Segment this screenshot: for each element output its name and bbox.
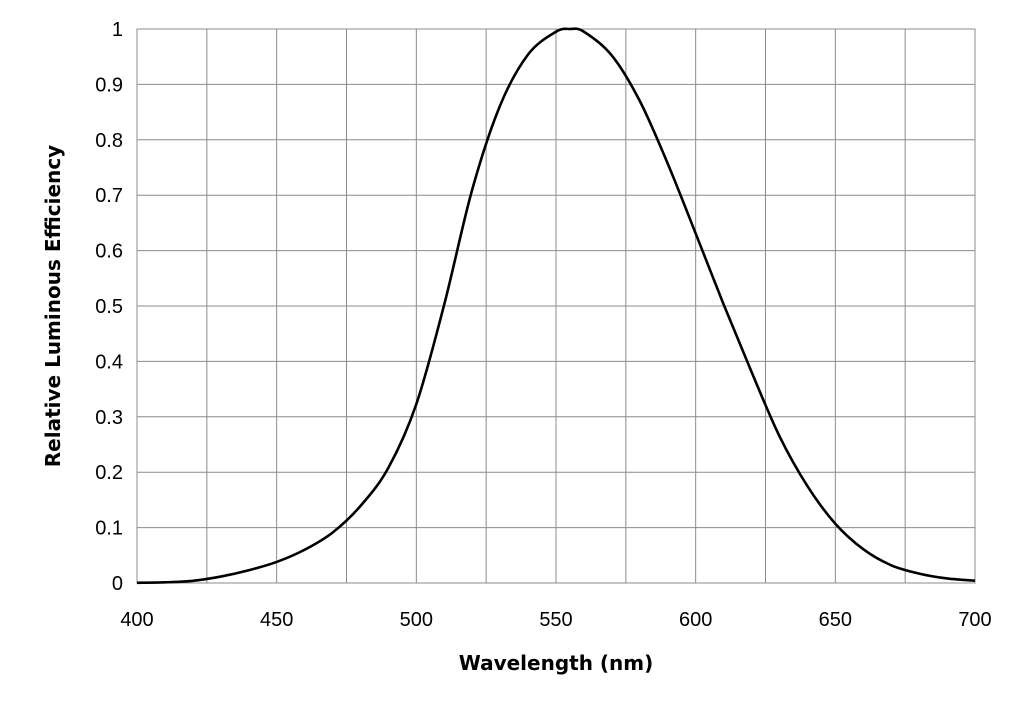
x-axis-title: Wavelength (nm) (459, 651, 654, 675)
y-axis-title: Relative Luminous Efficiency (41, 145, 65, 467)
y-tick-label: 0.9 (95, 74, 123, 96)
y-tick-label: 0.7 (95, 185, 123, 207)
x-tick-label: 700 (958, 609, 991, 631)
x-tick-label: 500 (400, 609, 433, 631)
plot-border (136, 28, 976, 584)
y-tick-label: 0.5 (95, 296, 123, 318)
x-tick-label: 550 (539, 609, 572, 631)
y-tick-labels: 0 0.1 0.2 0.3 0.4 0.5 0.6 0.7 0.8 0.9 1 (95, 19, 123, 595)
x-tick-label: 600 (679, 609, 712, 631)
x-tick-label: 450 (260, 609, 293, 631)
x-tick-label: 650 (819, 609, 852, 631)
y-tick-label: 0.1 (95, 518, 123, 540)
y-tick-label: 0.4 (95, 351, 123, 373)
y-tick-label: 0.6 (95, 241, 123, 263)
y-tick-label: 0.2 (95, 462, 123, 484)
y-tick-label: 0.3 (95, 407, 123, 429)
x-tick-labels: 400 450 500 550 600 650 700 (120, 609, 991, 631)
x-tick-label: 400 (120, 609, 153, 631)
luminous-efficiency-curve (136, 27, 976, 585)
y-tick-label: 1 (112, 19, 123, 41)
y-tick-label: 0 (112, 573, 123, 595)
grid (136, 28, 976, 584)
y-tick-label: 0.8 (95, 130, 123, 152)
